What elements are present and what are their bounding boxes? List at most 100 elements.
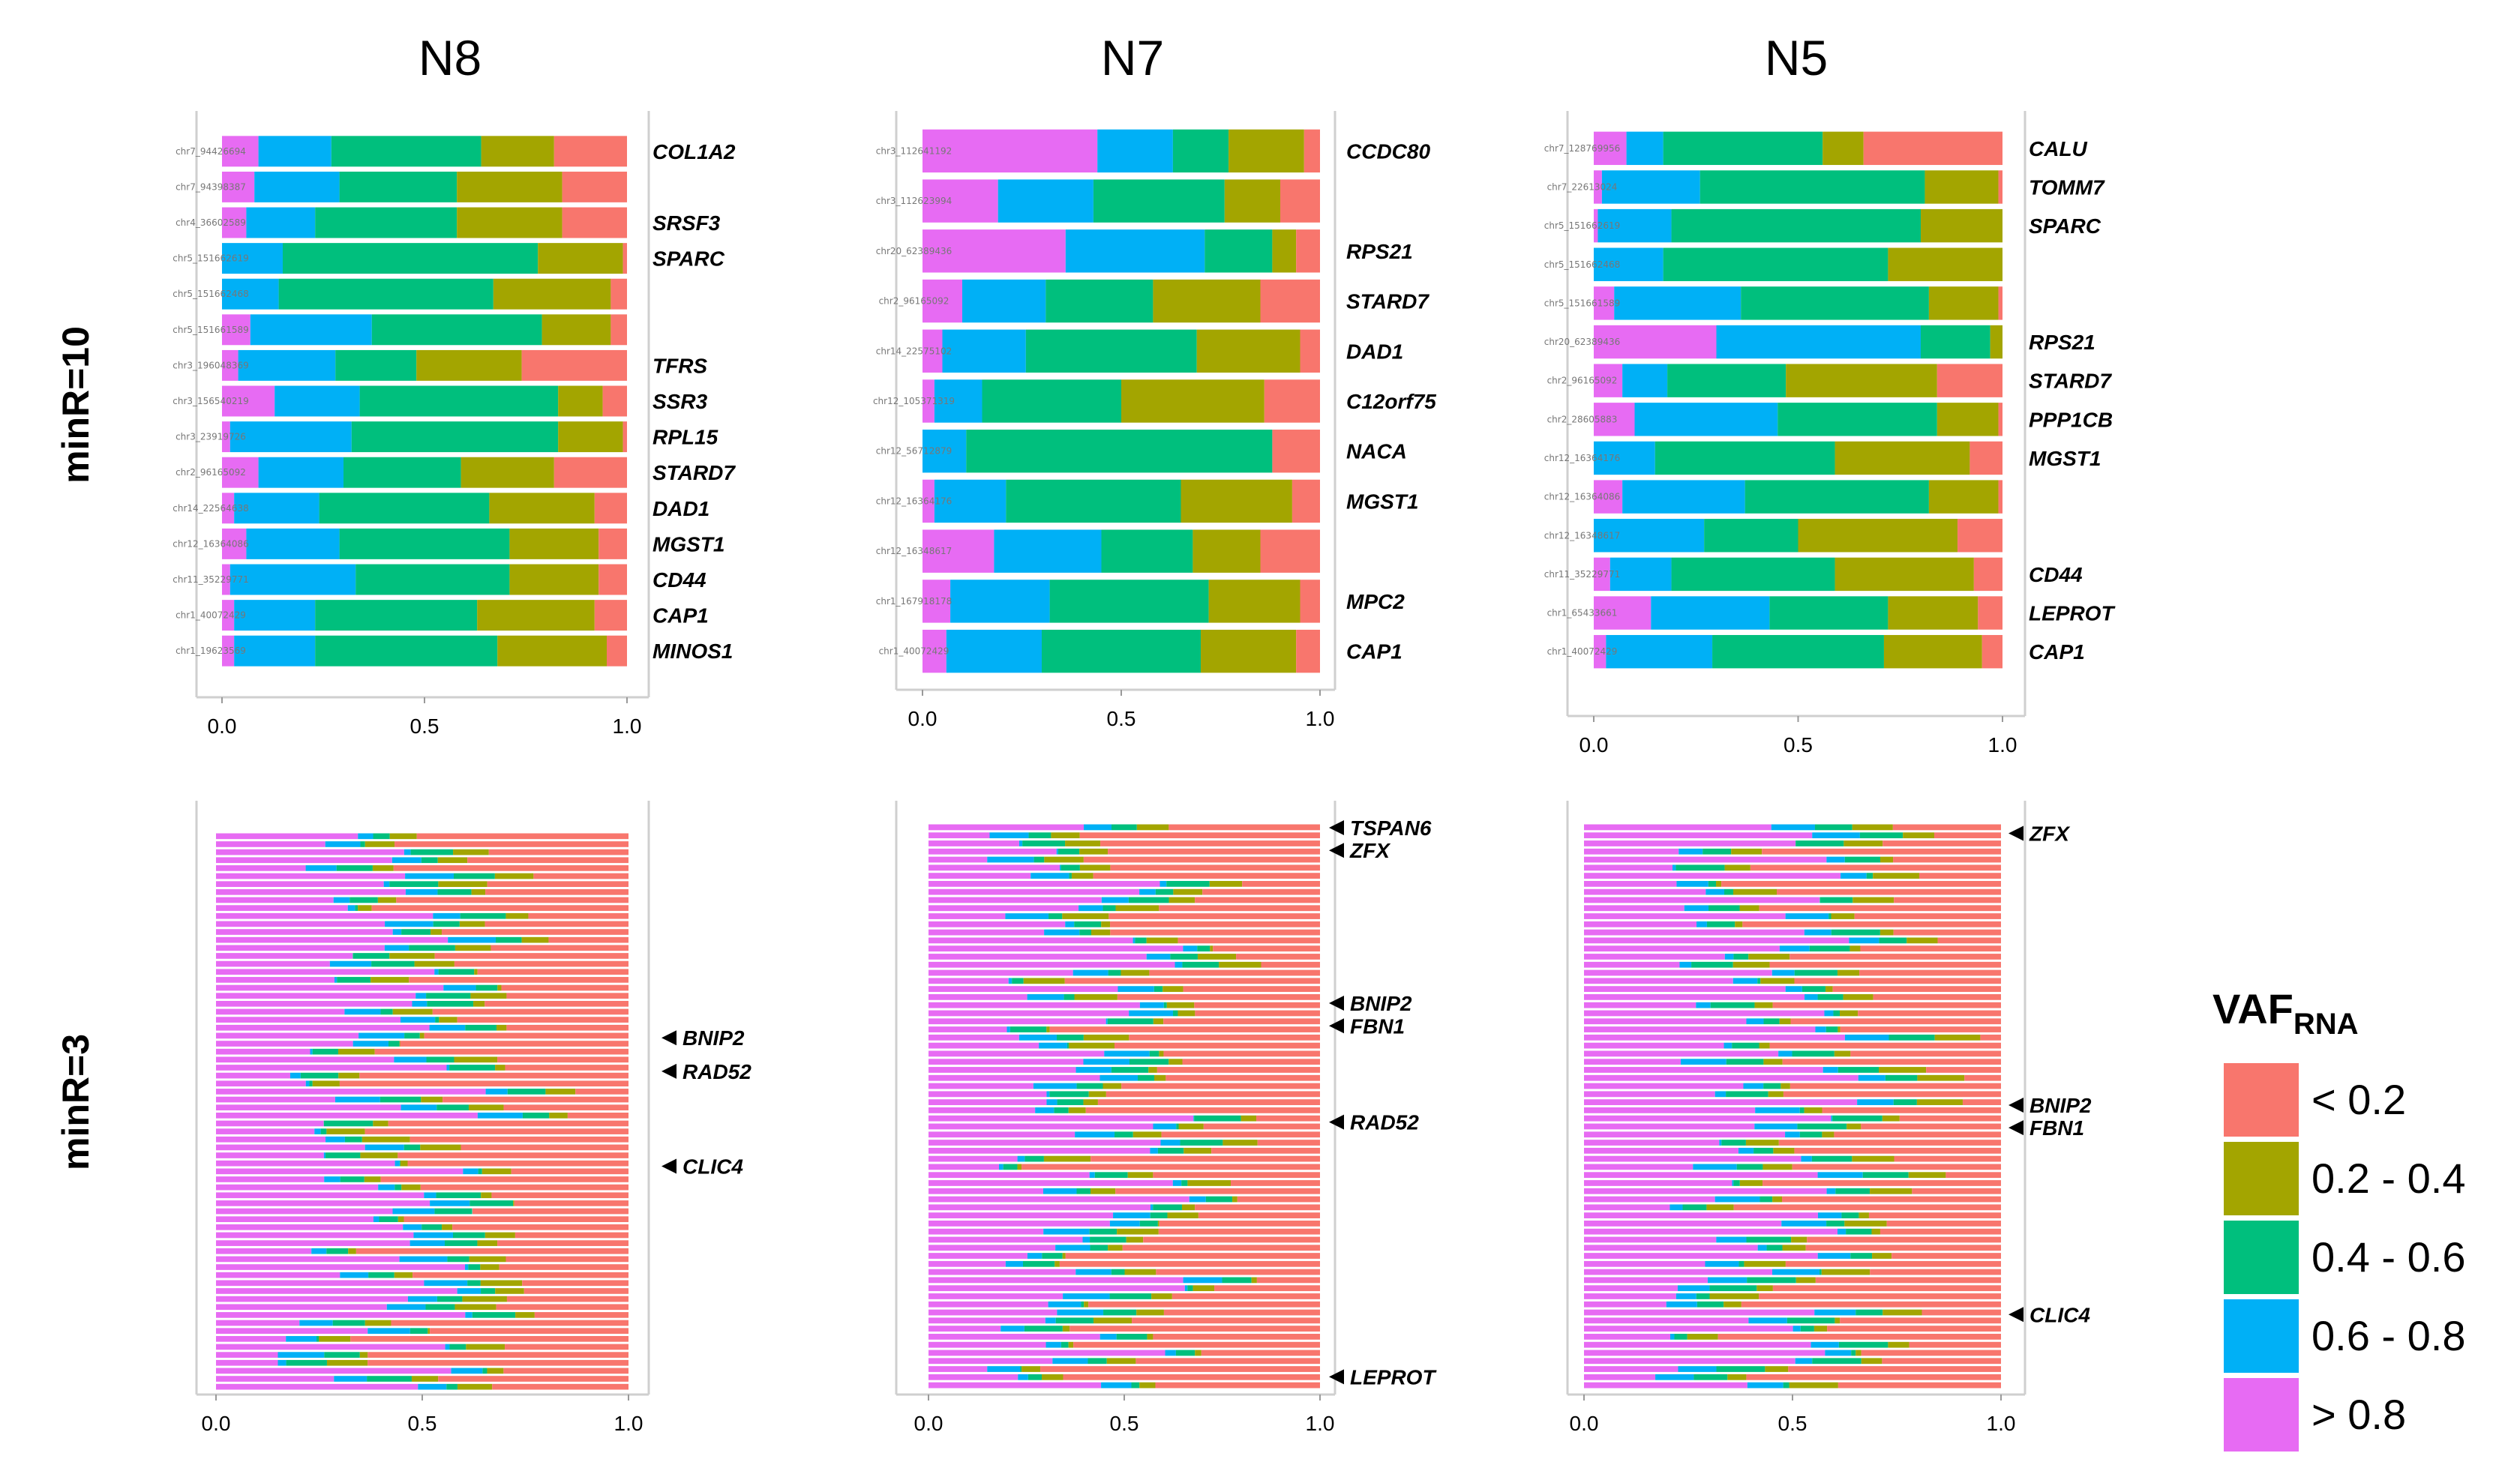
bar-segment-b0204	[1184, 1147, 1212, 1154]
bar-segment-lt02	[622, 243, 627, 274]
bar-segment-b0608	[394, 1056, 427, 1063]
bar-segment-b0204	[549, 1112, 568, 1119]
bar-segment-b0406	[1832, 1115, 1882, 1122]
bar-segment-b0204	[1222, 1140, 1258, 1146]
bar-segment-b0204	[471, 888, 486, 895]
bar-segment-b0608	[1684, 905, 1709, 912]
bar-segment-gt08	[928, 1228, 1044, 1235]
bar-segment-b0608	[1065, 921, 1075, 927]
bar-segment-gt08	[1594, 634, 1606, 669]
bar-segment-b0204	[1916, 1099, 1963, 1105]
bar-segment-b0608	[1651, 596, 1770, 630]
bar-segment-b0204	[1102, 1083, 1122, 1089]
bar-segment-lt02	[1163, 1309, 1320, 1316]
bar-segment-b0204	[509, 528, 599, 559]
bar-segment-b0204	[439, 1017, 458, 1023]
bar-segment-b0406	[1074, 921, 1102, 927]
bar-segment-gt08	[1584, 1341, 1811, 1348]
bar-segment-gt08	[928, 1382, 1102, 1389]
bar-segment-lt02	[562, 171, 627, 202]
bar-segment-lt02	[1746, 1374, 2001, 1380]
bar-segment-b0406	[1138, 1074, 1155, 1081]
bar-segment-b0204	[1772, 1196, 1783, 1203]
bar-segment-b0608	[1075, 1131, 1115, 1138]
bar-segment-lt02	[492, 1383, 628, 1390]
bar-segment-lt02	[1899, 1115, 2001, 1122]
bar-segment-b0204	[364, 1320, 392, 1326]
bar-segment-b0608	[1089, 1172, 1095, 1179]
gene-label: CCDC80	[1346, 139, 1430, 163]
bar-segment-b0204	[1903, 832, 1934, 839]
bar-segment-gt08	[928, 1107, 1036, 1113]
bar-segment-b0608	[1008, 978, 1012, 984]
bar-segment-gt08	[216, 1216, 374, 1223]
bar-segment-b0406	[478, 1168, 482, 1175]
bar-segment-gt08	[928, 1123, 1154, 1130]
bar-segment-lt02	[1840, 1026, 2001, 1032]
row-locus-label: chr1_167918178	[876, 596, 952, 607]
bar-segment-lt02	[503, 1104, 628, 1111]
bar-segment-b0204	[1880, 929, 1894, 936]
bar-segment-b0204	[1209, 881, 1243, 887]
bar-segment-lt02	[505, 1344, 628, 1350]
bar-segment-lt02	[1088, 1301, 1320, 1308]
bar-segment-b0608	[1714, 1196, 1760, 1203]
bar-segment-lt02	[1079, 832, 1320, 839]
bar-segment-b0204	[1090, 929, 1111, 936]
bar-segment-b0608	[942, 329, 1026, 373]
bar-segment-gt08	[216, 912, 434, 919]
bar-segment-gt08	[1584, 1221, 1782, 1227]
bar-segment-lt02	[1064, 978, 1320, 984]
bar-segment-gt08	[928, 1099, 1047, 1105]
bar-segment-b0204	[338, 1048, 375, 1055]
bar-segment-b0608	[410, 1240, 446, 1246]
bar-segment-lt02	[1785, 1260, 2001, 1267]
bar-segment-gt08	[1584, 1002, 1696, 1008]
bar-segment-b0406	[1180, 1140, 1223, 1146]
bar-segment-b0406	[1020, 1366, 1022, 1372]
bar-segment-b0406	[1022, 840, 1066, 846]
bar-segment-b0608	[1078, 905, 1103, 912]
bar-segment-b0204	[1180, 479, 1292, 523]
bar-segment-b0608	[1083, 1059, 1130, 1065]
bar-segment-b0204	[1843, 994, 1874, 1000]
bar-segment-lt02	[1964, 1074, 2001, 1081]
bar-segment-lt02	[380, 1176, 628, 1182]
bar-segment-b0204	[1856, 1350, 1862, 1356]
bar-segment-lt02	[1121, 1083, 1320, 1089]
bar-segment-b0406	[1838, 1341, 1888, 1348]
bar-segment-gt08	[216, 1352, 278, 1358]
bar-segment-gt08	[928, 1277, 1184, 1284]
bar-segment-gt08	[216, 1104, 401, 1111]
bar-segment-b0608	[305, 865, 337, 871]
bar-segment-b0406	[1799, 1131, 1822, 1138]
bar-segment-b0406	[373, 833, 390, 840]
bar-segment-b0406	[326, 1248, 349, 1254]
bar-segment-b0406	[1841, 1212, 1859, 1218]
bar-segment-b0204	[420, 1144, 461, 1151]
bar-segment-lt02	[1733, 1204, 2001, 1211]
bar-segment-lt02	[416, 833, 628, 840]
bar-segment-gt08	[216, 1024, 430, 1031]
bar-segment-b0204	[1852, 1155, 1894, 1162]
bar-segment-lt02	[1110, 929, 1320, 936]
bar-segment-b0608	[998, 179, 1094, 223]
bar-segment-gt08	[216, 1017, 400, 1023]
bar-segment-lt02	[1211, 1147, 1320, 1154]
bar-segment-b0204	[1834, 557, 1974, 592]
bar-segment-lt02	[610, 314, 627, 346]
bar-segment-gt08	[216, 1065, 447, 1071]
bar-segment-b0204	[538, 243, 623, 274]
bar-segment-b0204	[1825, 986, 1833, 992]
bar-segment-lt02	[374, 1048, 628, 1055]
bar-segment-b0608	[1084, 824, 1112, 831]
bar-segment-b0406	[1792, 1050, 1834, 1057]
bar-segment-b0204	[1906, 937, 1938, 944]
bar-segment-gt08	[216, 1041, 353, 1047]
gene-label: MPC2	[1346, 590, 1405, 613]
x-tick-label: 0.0	[1570, 1412, 1599, 1435]
bar-segment-b0204	[1117, 1228, 1159, 1235]
bar-segment-b0608	[1046, 1091, 1050, 1098]
bar-segment-gt08	[928, 840, 1019, 846]
bar-segment-gt08	[1584, 1309, 1815, 1316]
